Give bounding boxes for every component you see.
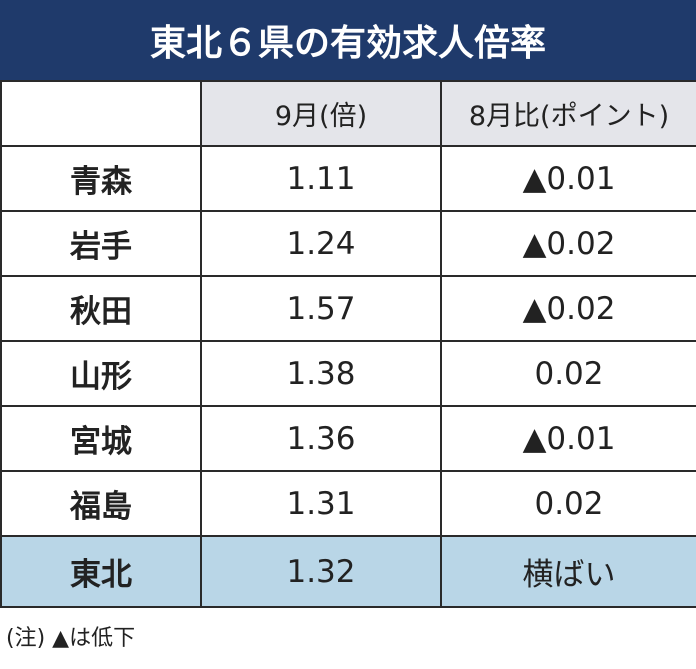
cell: 0.02 xyxy=(440,340,696,407)
cell: 0.02 xyxy=(440,470,696,537)
prefecture: 岩手 xyxy=(0,210,202,277)
table-row: 青森 1.11 ▲0.01 xyxy=(0,145,696,212)
cell: ▲0.02 xyxy=(440,275,696,342)
cell: 1.57 xyxy=(200,275,442,342)
table-row: 宮城 1.36 ▲0.01 xyxy=(0,405,696,472)
cell: 1.31 xyxy=(200,470,442,537)
table-row: 福島 1.31 0.02 xyxy=(0,470,696,537)
cell: ▲0.02 xyxy=(440,210,696,277)
cell: 1.32 xyxy=(200,535,442,608)
prefecture: 山形 xyxy=(0,340,202,407)
table: 9月(倍) 8月比(ポイント) 青森 1.11 ▲0.01 岩手 1.24 ▲0.02 秋田 1.… xyxy=(0,80,696,608)
table-body: 9月(倍) 8月比(ポイント) 青森 1.11 ▲0.01 岩手 1.24 ▲0.02 秋田 1.… xyxy=(0,80,696,608)
prefecture: 青森 xyxy=(0,145,202,212)
cell: ▲0.01 xyxy=(440,145,696,212)
table-row: 秋田 1.57 ▲0.02 xyxy=(0,275,696,342)
prefecture: 福島 xyxy=(0,470,202,537)
cell: 1.36 xyxy=(200,405,442,472)
prefecture: 東北 xyxy=(0,535,202,608)
title: 東北６県の有効求人倍率 xyxy=(0,0,696,80)
cell: ▲0.01 xyxy=(440,405,696,472)
header-cell: 9月(倍) xyxy=(200,80,442,147)
footnote: (注) ▲は低下 xyxy=(6,626,136,651)
table-row: 山形 1.38 0.02 xyxy=(0,340,696,407)
cell: 1.24 xyxy=(200,210,442,277)
cell: 横ばい xyxy=(440,535,696,608)
cell: 1.38 xyxy=(200,340,442,407)
prefecture: 秋田 xyxy=(0,275,202,342)
header-cell xyxy=(0,80,202,147)
prefecture: 宮城 xyxy=(0,405,202,472)
header-cell: 8月比(ポイント) xyxy=(440,80,696,147)
table-row: 岩手 1.24 ▲0.02 xyxy=(0,210,696,277)
cell: 1.11 xyxy=(200,145,442,212)
header-row: 9月(倍) 8月比(ポイント) xyxy=(0,80,696,147)
table-row: 東北 1.32 横ばい xyxy=(0,535,696,608)
